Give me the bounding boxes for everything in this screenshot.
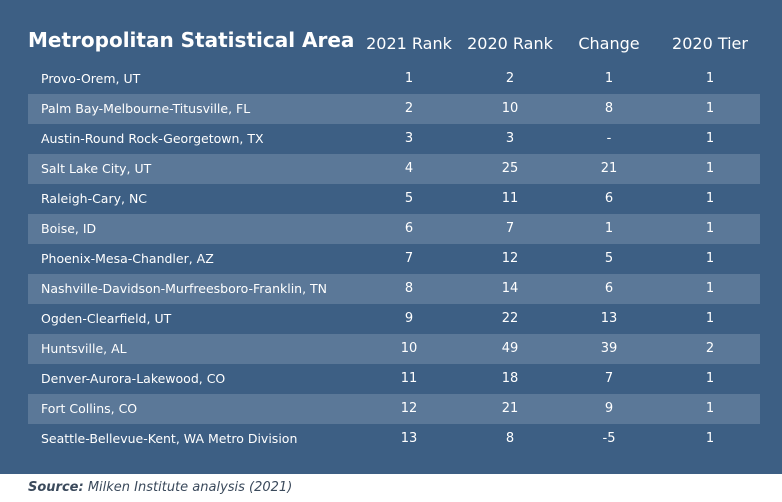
- table-row: Nashville-Davidson-Murfreesboro-Franklin…: [28, 274, 760, 304]
- cell-area: Boise, ID: [41, 221, 97, 236]
- cell-tier-2020: 1: [705, 161, 715, 176]
- cell-rank-2021: 3: [404, 131, 414, 146]
- table-body: Provo-Orem, UT 1 2 1 1 Palm Bay-Melbourne-Tit…: [28, 64, 760, 454]
- cell-change: 5: [604, 251, 614, 266]
- cell-tier-2020: 1: [705, 191, 715, 206]
- cell-rank-2021: 12: [400, 401, 418, 416]
- cell-area: Denver-Aurora-Lakewood, CO: [41, 371, 226, 386]
- cell-area: Palm Bay-Melbourne-Titusville, FL: [41, 101, 251, 116]
- table-row: Denver-Aurora-Lakewood, CO 11 18 7 1: [28, 364, 760, 394]
- table-row: Phoenix-Mesa-Chandler, AZ 7 12 5 1: [28, 244, 760, 274]
- table-row: Provo-Orem, UT 1 2 1 1: [28, 64, 760, 94]
- cell-rank-2021: 6: [404, 221, 414, 236]
- table-row: Seattle-Bellevue-Kent, WA Metro Division…: [28, 424, 760, 454]
- table-row: Fort Collins, CO 12 21 9 1: [28, 394, 760, 424]
- cell-rank-2021: 11: [400, 371, 418, 386]
- column-header-2020-tier: 2020 Tier: [672, 34, 748, 53]
- table-row: Austin-Round Rock-Georgetown, TX 3 3 - 1: [28, 124, 760, 154]
- cell-change: 21: [600, 161, 618, 176]
- cell-rank-2020: 14: [501, 281, 519, 296]
- table-row: Salt Lake City, UT 4 25 21 1: [28, 154, 760, 184]
- cell-area: Provo-Orem, UT: [41, 71, 141, 86]
- cell-change: 8: [604, 101, 614, 116]
- cell-area: Austin-Round Rock-Georgetown, TX: [41, 131, 264, 146]
- table-row: Palm Bay-Melbourne-Titusville, FL 2 10 8 1: [28, 94, 760, 124]
- cell-rank-2020: 49: [501, 341, 519, 356]
- table-row: Raleigh-Cary, NC 5 11 6 1: [28, 184, 760, 214]
- cell-rank-2021: 5: [404, 191, 414, 206]
- cell-change: 6: [604, 281, 614, 296]
- cell-change: -: [606, 131, 612, 146]
- cell-tier-2020: 1: [705, 251, 715, 266]
- cell-change: 9: [604, 401, 614, 416]
- cell-rank-2020: 22: [501, 311, 519, 326]
- column-header-area: Metropolitan Statistical Area: [28, 28, 355, 52]
- cell-rank-2020: 10: [501, 101, 519, 116]
- cell-rank-2020: 8: [505, 431, 515, 446]
- cell-change: -5: [602, 431, 616, 446]
- cell-area: Phoenix-Mesa-Chandler, AZ: [41, 251, 214, 266]
- cell-tier-2020: 1: [705, 71, 715, 86]
- table-row: Ogden-Clearfield, UT 9 22 13 1: [28, 304, 760, 334]
- cell-rank-2021: 7: [404, 251, 414, 266]
- source-note: Source: Milken Institute analysis (2021): [28, 480, 292, 495]
- cell-rank-2021: 9: [404, 311, 414, 326]
- cell-area: Huntsville, AL: [41, 341, 127, 356]
- cell-area: Seattle-Bellevue-Kent, WA Metro Division: [41, 431, 298, 446]
- cell-rank-2020: 18: [501, 371, 519, 386]
- column-header-2021-rank: 2021 Rank: [366, 34, 452, 53]
- table-row: Boise, ID 6 7 1 1: [28, 214, 760, 244]
- cell-change: 1: [604, 71, 614, 86]
- cell-area: Ogden-Clearfield, UT: [41, 311, 172, 326]
- cell-change: 13: [600, 311, 618, 326]
- cell-tier-2020: 1: [705, 311, 715, 326]
- cell-area: Nashville-Davidson-Murfreesboro-Franklin…: [41, 281, 328, 296]
- cell-rank-2021: 10: [400, 341, 418, 356]
- cell-rank-2020: 7: [505, 221, 515, 236]
- source-text: Milken Institute analysis (2021): [87, 480, 293, 495]
- cell-rank-2021: 13: [400, 431, 418, 446]
- cell-tier-2020: 1: [705, 431, 715, 446]
- cell-tier-2020: 1: [705, 101, 715, 116]
- column-header-change: Change: [578, 34, 640, 53]
- cell-area: Salt Lake City, UT: [41, 161, 152, 176]
- cell-change: 39: [600, 341, 618, 356]
- cell-change: 6: [604, 191, 614, 206]
- cell-rank-2020: 3: [505, 131, 515, 146]
- cell-tier-2020: 1: [705, 401, 715, 416]
- table-panel: Metropolitan Statistical Area 2021 Rank …: [0, 0, 782, 474]
- cell-change: 7: [604, 371, 614, 386]
- cell-rank-2020: 21: [501, 401, 519, 416]
- cell-area: Fort Collins, CO: [41, 401, 138, 416]
- column-header-2020-rank: 2020 Rank: [467, 34, 553, 53]
- cell-rank-2020: 25: [501, 161, 519, 176]
- cell-tier-2020: 1: [705, 131, 715, 146]
- cell-rank-2021: 2: [404, 101, 414, 116]
- cell-tier-2020: 1: [705, 371, 715, 386]
- source-label: Source:: [28, 480, 84, 495]
- cell-rank-2020: 12: [501, 251, 519, 266]
- cell-rank-2020: 2: [505, 71, 515, 86]
- cell-change: 1: [604, 221, 614, 236]
- cell-area: Raleigh-Cary, NC: [41, 191, 148, 206]
- cell-rank-2021: 1: [404, 71, 414, 86]
- cell-tier-2020: 1: [705, 281, 715, 296]
- cell-rank-2020: 11: [501, 191, 519, 206]
- cell-tier-2020: 2: [705, 341, 715, 356]
- table-row: Huntsville, AL 10 49 39 2: [28, 334, 760, 364]
- cell-tier-2020: 1: [705, 221, 715, 236]
- cell-rank-2021: 4: [404, 161, 414, 176]
- cell-rank-2021: 8: [404, 281, 414, 296]
